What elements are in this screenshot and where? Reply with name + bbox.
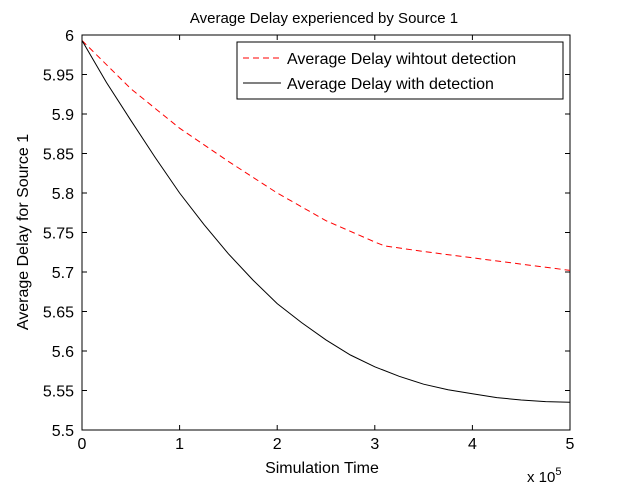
x-tick-label: 5 <box>566 436 575 453</box>
plot-area <box>81 34 571 431</box>
axis-ticks: 0 1 2 3 4 5 5.5 5.55 5.6 5.65 5.7 5.75 5.8 5.85 5.9 5.9… <box>43 28 575 453</box>
x-tick-label: 3 <box>370 436 379 453</box>
x-tick-label: 1 <box>175 436 184 453</box>
y-tick-label: 5.7 <box>52 265 74 282</box>
y-tick-label: 5.75 <box>43 226 74 243</box>
series-line-with-detection <box>81 40 571 403</box>
y-tick-label: 6 <box>65 28 74 45</box>
x-tick-label: 4 <box>468 436 477 453</box>
chart-title: Average Delay experienced by Source 1 <box>190 10 458 27</box>
y-tick-label: 5.9 <box>52 107 74 124</box>
y-tick-label: 5.95 <box>43 68 74 85</box>
legend-box <box>236 41 564 100</box>
x-multiplier-label: x 105 <box>527 466 561 484</box>
y-tick-label: 5.5 <box>52 423 74 440</box>
x-multiplier-exponent: 5 <box>555 466 561 478</box>
x-tick-label: 2 <box>273 436 282 453</box>
series-line-without-detection <box>81 40 571 271</box>
legend-label-without-detection: Average Delay wihtout detection <box>287 51 516 68</box>
series-layer <box>81 40 571 403</box>
y-axis-label: Average Delay for Source 1 <box>15 134 32 330</box>
y-tick-label: 5.85 <box>43 147 74 164</box>
legend-label-with-detection: Average Delay with detection <box>287 76 494 93</box>
y-tick-label: 5.8 <box>52 186 74 203</box>
y-tick-label: 5.65 <box>43 305 74 322</box>
x-axis-label: Simulation Time <box>265 460 379 477</box>
legend: Average Delay wihtout detection Average … <box>236 41 564 100</box>
x-tick-label: 0 <box>78 436 87 453</box>
y-tick-label: 5.55 <box>43 384 74 401</box>
x-multiplier-base: x 10 <box>527 469 555 484</box>
y-tick-label: 5.6 <box>52 344 74 361</box>
